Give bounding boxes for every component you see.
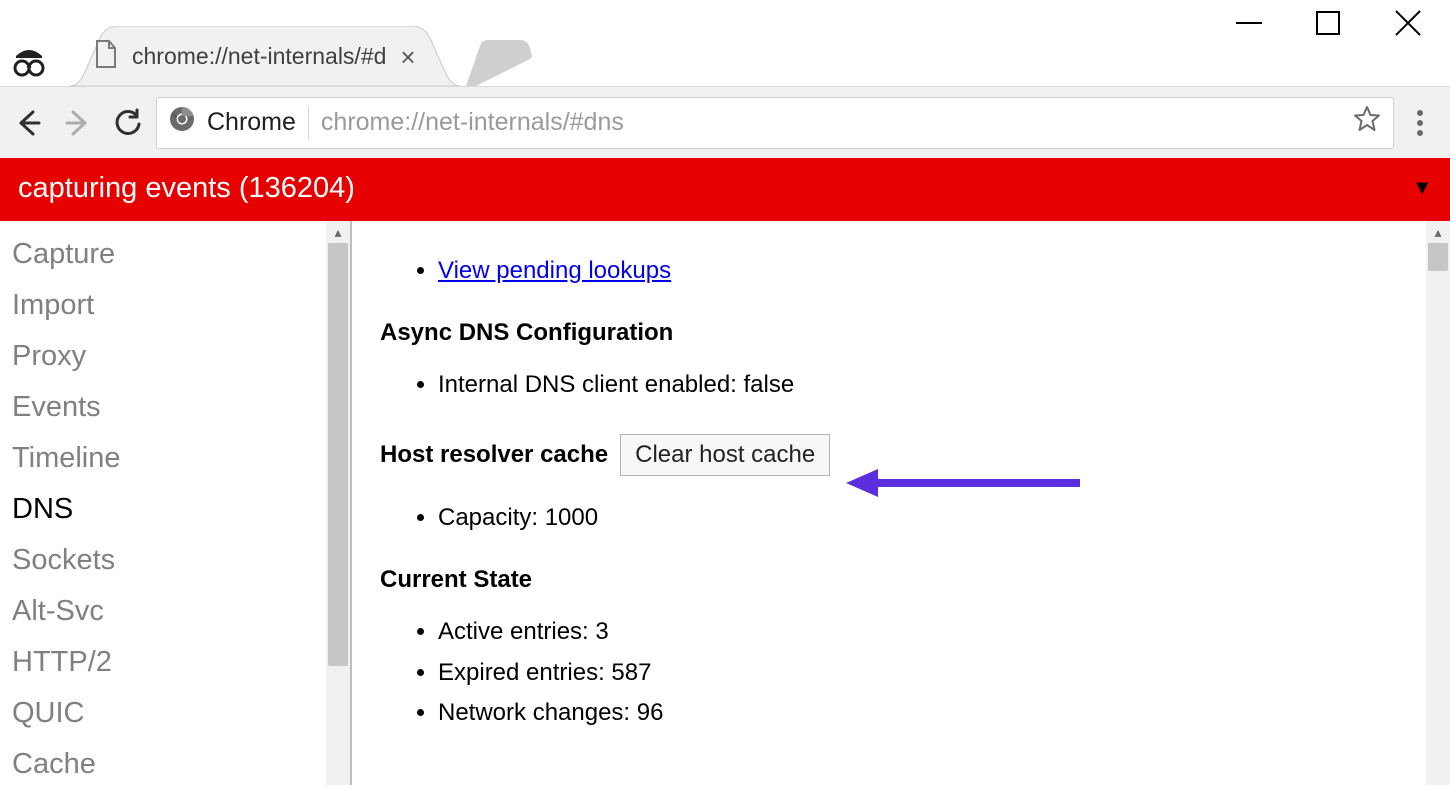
host-resolver-cache-heading: Host resolver cache [380, 441, 608, 469]
sidebar-item-alt-svc[interactable]: Alt-Svc [12, 586, 326, 637]
main-content: View pending lookups Async DNS Configura… [352, 221, 1426, 785]
sidebar-item-events[interactable]: Events [12, 382, 326, 433]
scroll-up-icon[interactable]: ▴ [326, 221, 350, 243]
reload-button[interactable] [106, 101, 150, 145]
async-dns-heading: Async DNS Configuration [380, 319, 1406, 347]
browser-toolbar: Chrome chrome://net-internals/#dns [0, 86, 1450, 158]
banner-dropdown-icon[interactable]: ▼ [1412, 177, 1432, 200]
tab-close-icon[interactable]: × [400, 44, 415, 70]
browser-tab-strip: chrome://net-internals/#d × [0, 0, 1450, 86]
window-close-icon[interactable] [1394, 9, 1422, 37]
page-icon [94, 40, 118, 73]
scroll-up-icon[interactable]: ▴ [1426, 221, 1450, 243]
sidebar-item-dns[interactable]: DNS [12, 484, 326, 535]
window-minimize-icon[interactable] [1236, 10, 1262, 36]
omnibox-scheme-label: Chrome [207, 108, 296, 137]
sidebar-item-proxy[interactable]: Proxy [12, 331, 326, 382]
capacity-item: Capacity: 1000 [438, 498, 1406, 538]
incognito-icon [8, 40, 50, 87]
sidebar-item-quic[interactable]: QUIC [12, 688, 326, 739]
window-controls [1236, 0, 1450, 46]
window-maximize-icon[interactable] [1316, 11, 1340, 35]
bookmark-star-icon[interactable] [1353, 105, 1381, 140]
address-bar[interactable]: Chrome chrome://net-internals/#dns [156, 97, 1394, 149]
sidebar-item-timeline[interactable]: Timeline [12, 433, 326, 484]
omnibox-divider [308, 107, 309, 139]
sidebar-scrollbar[interactable]: ▴ [326, 221, 350, 785]
omnibox-url: chrome://net-internals/#dns [321, 108, 1341, 137]
current-state-heading: Current State [380, 566, 1406, 594]
tab-title: chrome://net-internals/#d [132, 43, 386, 70]
nav-sidebar: CaptureImportProxyEventsTimelineDNSSocke… [0, 221, 326, 785]
chrome-logo-icon [169, 106, 195, 139]
scroll-thumb[interactable] [1428, 243, 1448, 271]
capture-banner[interactable]: capturing events (136204) ▼ [0, 158, 1450, 221]
expired-entries-item: Expired entries: 587 [438, 653, 1406, 693]
sidebar-item-import[interactable]: Import [12, 280, 326, 331]
forward-button[interactable] [56, 101, 100, 145]
clear-host-cache-button[interactable]: Clear host cache [620, 434, 830, 476]
browser-menu-icon[interactable] [1400, 109, 1440, 137]
back-button[interactable] [6, 101, 50, 145]
new-tab-button[interactable] [462, 40, 532, 86]
capture-banner-text: capturing events (136204) [18, 172, 355, 205]
annotation-arrow [844, 465, 1084, 501]
async-dns-item: Internal DNS client enabled: false [438, 365, 1406, 405]
content-scrollbar[interactable]: ▴ [1426, 221, 1450, 785]
active-entries-item: Active entries: 3 [438, 612, 1406, 652]
sidebar-item-sockets[interactable]: Sockets [12, 535, 326, 586]
sidebar-item-http-2[interactable]: HTTP/2 [12, 637, 326, 688]
view-pending-lookups-link[interactable]: View pending lookups [438, 257, 671, 284]
sidebar-item-capture[interactable]: Capture [12, 229, 326, 280]
sidebar-item-cache[interactable]: Cache [12, 739, 326, 788]
scroll-thumb[interactable] [328, 243, 348, 666]
network-changes-item: Network changes: 96 [438, 693, 1406, 733]
browser-tab[interactable]: chrome://net-internals/#d × [70, 26, 460, 86]
